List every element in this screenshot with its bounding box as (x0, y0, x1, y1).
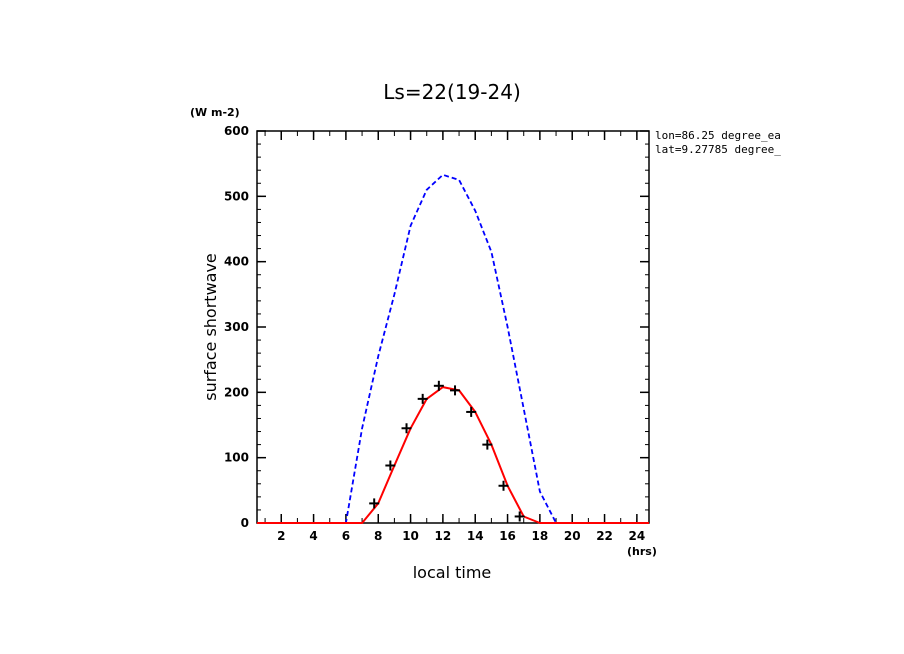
data-point-plus-marker (417, 393, 428, 404)
x-tick-label: 16 (499, 529, 516, 543)
x-tick-label: 18 (532, 529, 549, 543)
data-point-plus-marker (401, 423, 412, 434)
data-point-plus-marker (369, 498, 380, 509)
y-tick-label: 500 (224, 189, 249, 203)
y-tick-label: 400 (224, 255, 249, 269)
x-tick-label: 6 (342, 529, 350, 543)
x-tick-label: 4 (309, 529, 317, 543)
y-tick-label: 0 (241, 516, 249, 530)
y-tick-label: 200 (224, 385, 249, 399)
x-unit-label: (hrs) (627, 545, 657, 558)
y-tick-label: 600 (224, 124, 249, 138)
x-tick-label: 8 (374, 529, 382, 543)
y-unit-label: (W m-2) (190, 106, 240, 119)
side-note-lon: lon=86.25 degree_ea (655, 129, 781, 142)
y-axis-label: surface shortwave (201, 253, 220, 401)
series-line-solid (257, 386, 649, 524)
chart-title: Ls=22(19-24) (383, 80, 521, 104)
x-tick-label: 12 (435, 529, 452, 543)
x-tick-label: 24 (629, 529, 646, 543)
plot-frame (256, 130, 650, 524)
data-point-plus-marker (514, 511, 525, 522)
series-layer (257, 173, 649, 524)
data-point-plus-marker (498, 480, 509, 491)
data-point-plus-marker (450, 385, 461, 396)
side-note-lat: lat=9.27785 degree_ (655, 143, 781, 156)
data-point-plus-marker (385, 460, 396, 471)
y-tick-label: 300 (224, 320, 249, 334)
x-tick-label: 10 (402, 529, 419, 543)
y-tick-label: 100 (224, 451, 249, 465)
data-point-plus-marker (433, 380, 444, 391)
data-point-plus-marker (466, 406, 477, 417)
x-axis-label: local time (413, 563, 492, 582)
x-tick-label: 2 (277, 529, 285, 543)
x-tick-label: 20 (564, 529, 581, 543)
x-tick-label: 22 (596, 529, 613, 543)
data-point-plus-marker (482, 439, 493, 450)
x-tick-label: 14 (467, 529, 484, 543)
series-line-dashed (257, 173, 649, 524)
